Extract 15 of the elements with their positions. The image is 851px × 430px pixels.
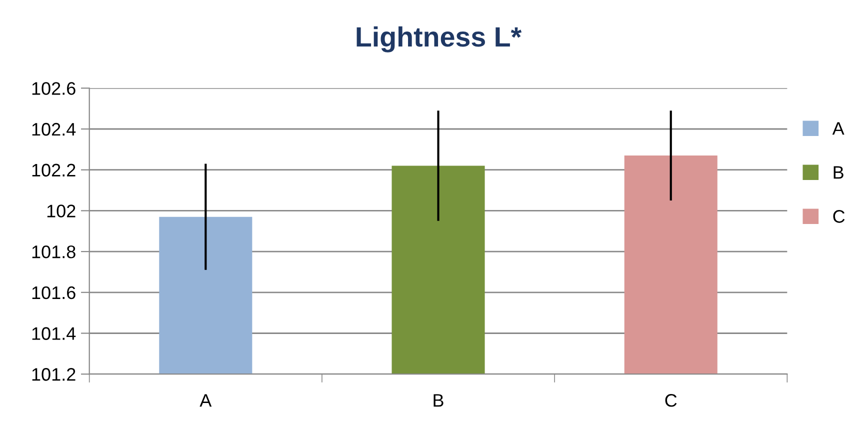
x-tick-label: B [434,394,444,407]
legend-label: B [834,166,844,179]
x-tick-label: C [665,394,677,407]
y-tick-label: 102.6 [32,82,76,95]
x-tick-label: A [200,394,212,407]
y-tick-label: 102.4 [32,122,76,136]
chart-title: Lightness L* [356,26,522,52]
y-tick-label: 102 [47,204,76,218]
y-tick-label: 101.2 [32,368,76,381]
legend-label: C [833,210,845,223]
y-tick-label: 102.2 [32,164,76,177]
y-tick-label: 101.6 [32,286,76,300]
y-tick-label: 101.4 [32,327,76,340]
legend-label: A [832,122,844,135]
y-tick-label: 101.8 [32,245,76,258]
